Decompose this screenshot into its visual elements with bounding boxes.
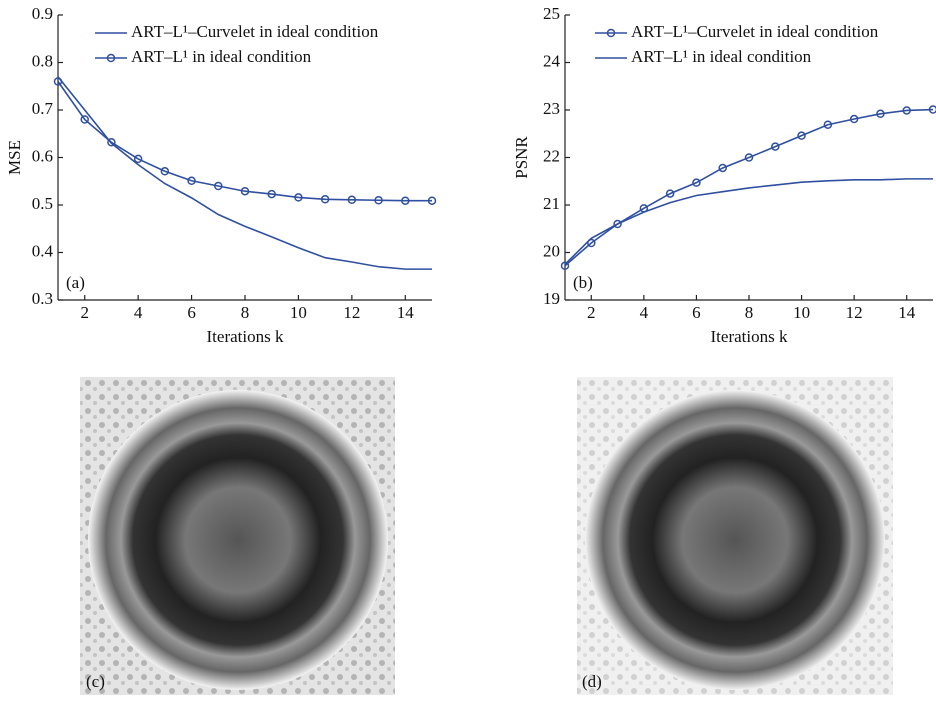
y-tick-label: 21 xyxy=(543,194,560,213)
x-tick-label: 14 xyxy=(397,303,415,322)
y-axis-label: MSE xyxy=(5,140,24,175)
y-tick-label: 19 xyxy=(543,289,560,308)
x-tick-label: 8 xyxy=(241,303,250,322)
x-tick-label: 12 xyxy=(343,303,360,322)
legend-label: ART–L¹ in ideal condition xyxy=(131,47,312,66)
y-tick-label: 20 xyxy=(543,241,560,260)
x-tick-label: 6 xyxy=(692,303,701,322)
x-tick-label: 10 xyxy=(290,303,307,322)
x-tick-label: 14 xyxy=(898,303,916,322)
y-tick-label: 25 xyxy=(543,4,560,23)
y-tick-label: 0.5 xyxy=(32,194,53,213)
x-axis-label: Iterations k xyxy=(711,327,788,346)
y-tick-label: 22 xyxy=(543,146,560,165)
x-tick-label: 4 xyxy=(134,303,143,322)
x-tick-label: 12 xyxy=(846,303,863,322)
y-tick-label: 0.8 xyxy=(32,51,53,70)
x-tick-label: 2 xyxy=(80,303,89,322)
legend-label: ART–L¹ in ideal condition xyxy=(631,47,812,66)
x-axis-label: Iterations k xyxy=(207,327,284,346)
y-tick-label: 23 xyxy=(543,99,560,118)
y-tick-label: 0.4 xyxy=(32,241,54,260)
y-tick-label: 0.9 xyxy=(32,4,53,23)
x-tick-label: 6 xyxy=(187,303,196,322)
image-d xyxy=(577,377,893,695)
legend-label: ART–L¹–Curvelet in ideal condition xyxy=(131,22,379,41)
x-tick-label: 10 xyxy=(793,303,810,322)
y-tick-label: 0.7 xyxy=(32,99,54,118)
x-tick-label: 8 xyxy=(745,303,754,322)
y-tick-label: 24 xyxy=(543,51,561,70)
image-label: (c) xyxy=(86,672,105,691)
panel-label: (b) xyxy=(573,273,593,292)
y-tick-label: 0.6 xyxy=(32,146,53,165)
panel-label: (a) xyxy=(66,273,85,292)
y-axis-label: PSNR xyxy=(512,136,531,179)
x-tick-label: 2 xyxy=(587,303,596,322)
x-tick-label: 4 xyxy=(640,303,649,322)
legend-label: ART–L¹–Curvelet in ideal condition xyxy=(631,22,879,41)
image-label: (d) xyxy=(582,672,602,691)
image-c xyxy=(80,377,395,695)
y-tick-label: 0.3 xyxy=(32,289,53,308)
line xyxy=(58,77,432,269)
